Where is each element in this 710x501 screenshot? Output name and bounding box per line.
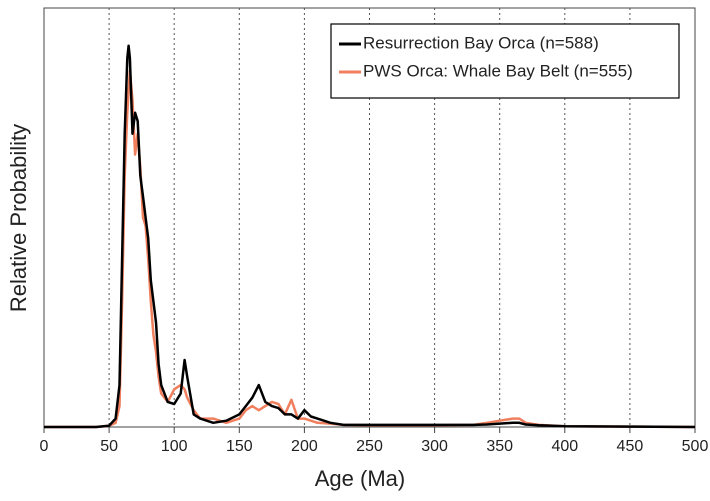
y-axis-label: Relative Probability	[6, 124, 31, 312]
x-tick-label: 500	[682, 438, 709, 455]
x-tick-label: 400	[551, 438, 578, 455]
x-tick-label: 200	[291, 438, 318, 455]
legend: Resurrection Bay Orca (n=588) PWS Orca: W…	[330, 23, 680, 99]
x-tick-label: 250	[356, 438, 383, 455]
legend-box	[330, 23, 680, 99]
x-axis-label: Age (Ma)	[315, 466, 405, 491]
x-tick-label: 300	[421, 438, 448, 455]
x-tick-label: 0	[40, 438, 49, 455]
legend-label: PWS Orca: Whale Bay Belt (n=555)	[363, 61, 633, 80]
legend-label: Resurrection Bay Orca (n=588)	[363, 33, 599, 52]
x-tick-label: 450	[617, 438, 644, 455]
x-tick-label: 150	[226, 438, 253, 455]
x-tick-label: 50	[100, 438, 118, 455]
x-tick-label: 350	[486, 438, 513, 455]
series-line	[44, 44, 696, 429]
x-tick-label: 100	[161, 438, 188, 455]
